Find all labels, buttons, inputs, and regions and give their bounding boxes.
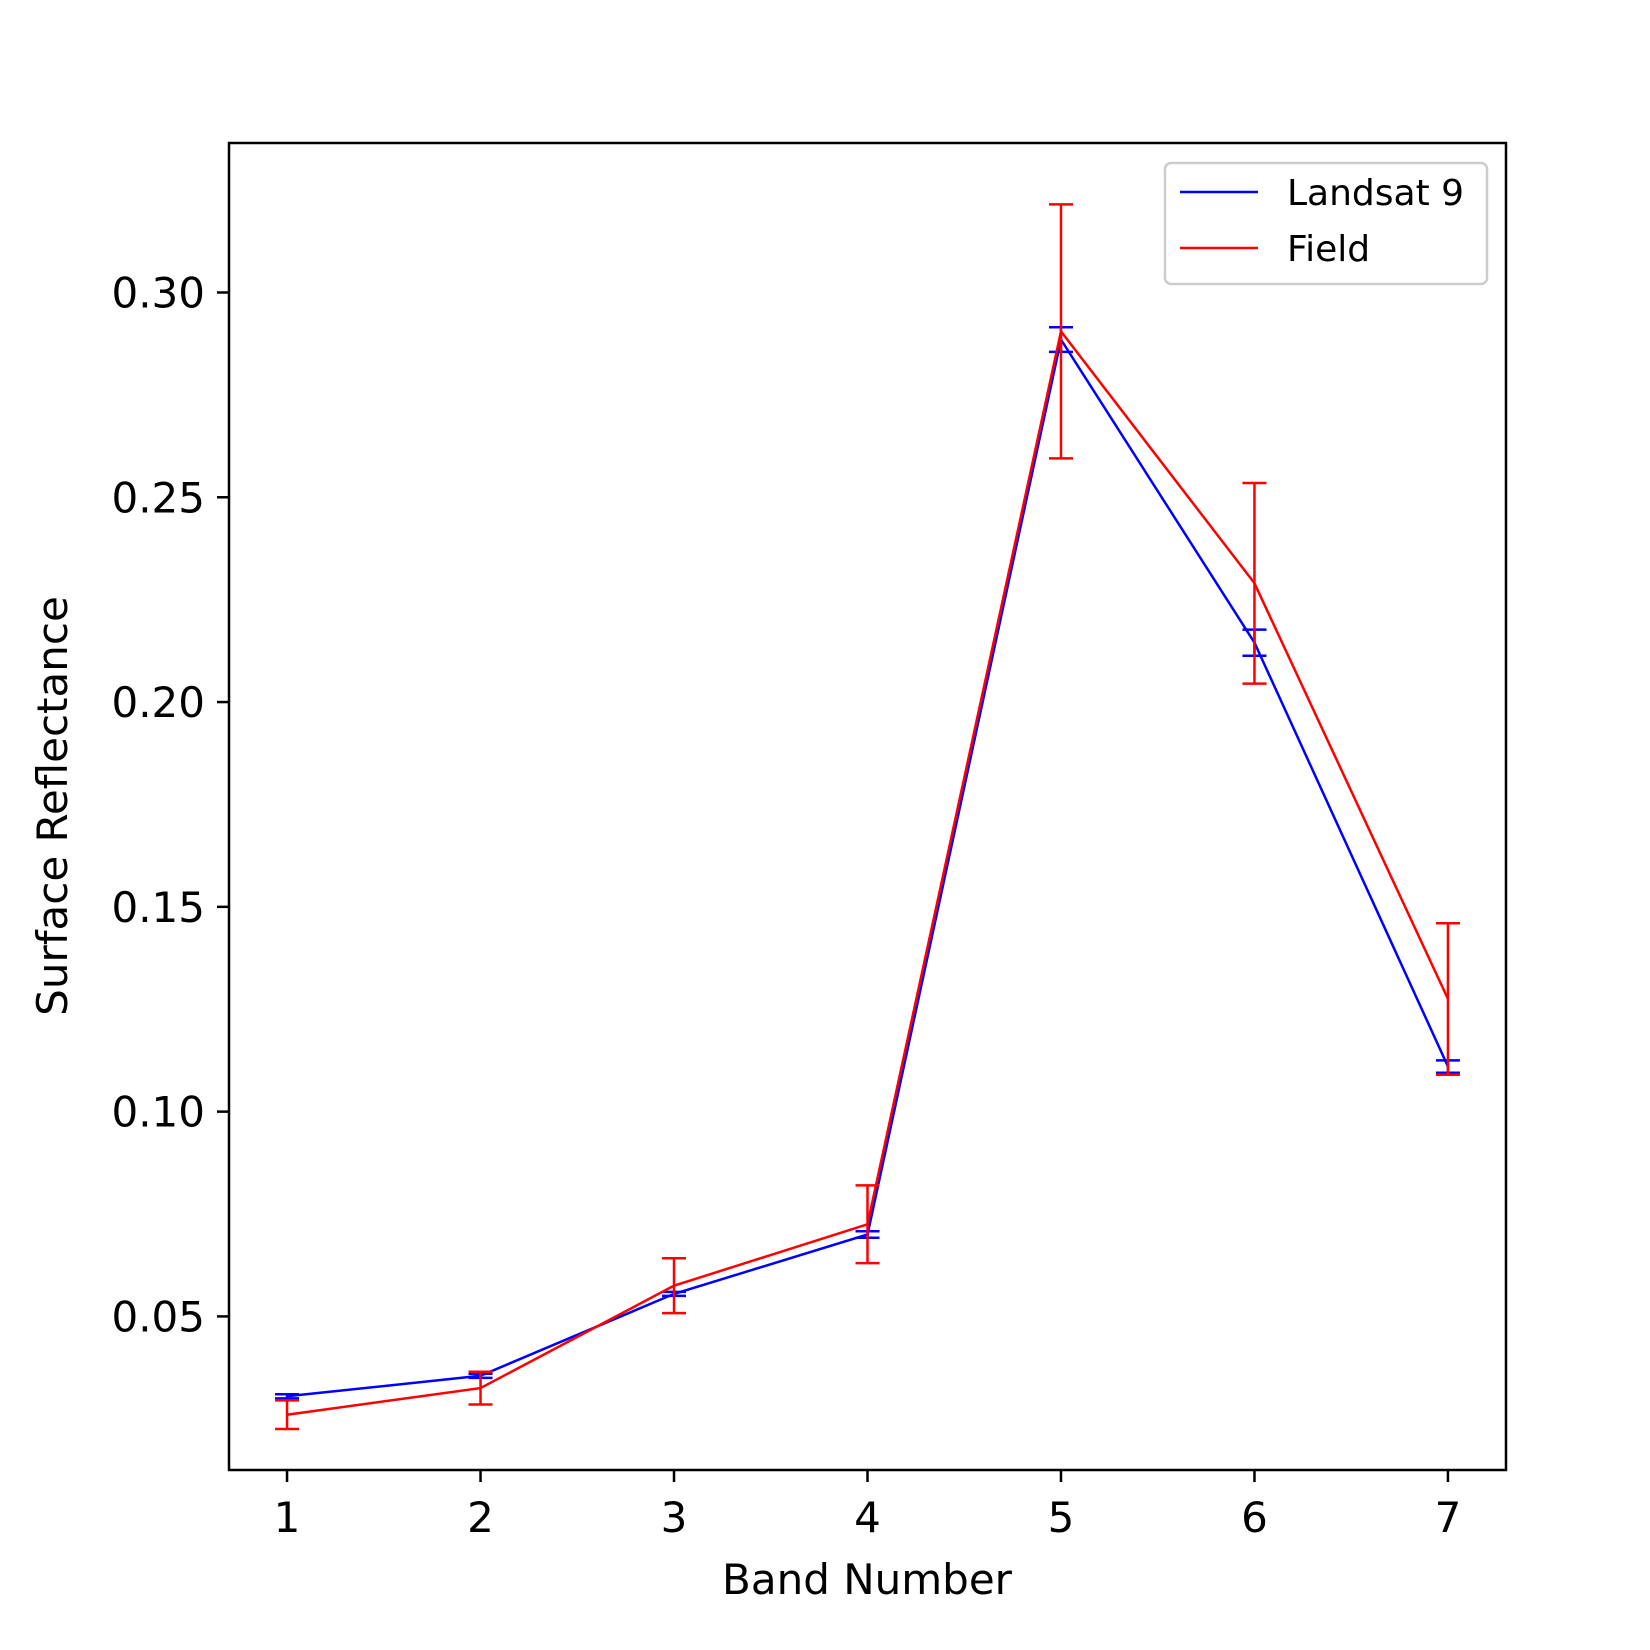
series-layer <box>275 203 1460 1431</box>
x-axis-label: Band Number <box>722 1555 1013 1604</box>
y-tick-label: 0.15 <box>111 883 205 932</box>
series-line-field <box>286 328 1450 1416</box>
y-tick-label: 0.05 <box>111 1292 205 1341</box>
y-tick-label: 0.30 <box>111 268 205 317</box>
legend: Landsat 9 Field <box>1163 161 1489 286</box>
x-tick-label: 1 <box>274 1493 301 1542</box>
x-tick-label: 3 <box>661 1493 688 1542</box>
x-axis-ticks: 1 2 3 4 5 6 7 <box>274 1470 1462 1542</box>
y-tick-label: 0.25 <box>111 473 205 522</box>
x-tick-label: 6 <box>1241 1493 1268 1542</box>
y-tick-label: 0.20 <box>111 678 205 727</box>
x-tick-label: 4 <box>854 1493 881 1542</box>
y-axis-ticks: 0.05 0.10 0.15 0.20 0.25 0.30 <box>111 268 229 1341</box>
x-tick-label: 5 <box>1048 1493 1075 1542</box>
legend-label-field: Field <box>1287 229 1370 270</box>
y-tick-label: 0.10 <box>111 1088 205 1137</box>
legend-label-landsat-9: Landsat 9 <box>1287 173 1464 214</box>
y-axis-label: Surface Reflectance <box>28 596 77 1016</box>
x-tick-label: 7 <box>1435 1493 1462 1542</box>
x-tick-label: 2 <box>467 1493 494 1542</box>
